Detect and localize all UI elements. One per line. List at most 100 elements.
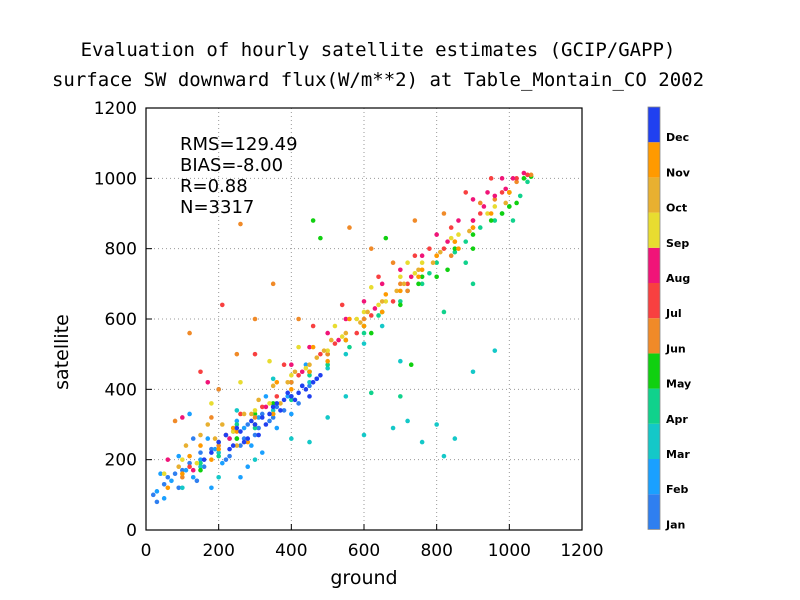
data-point bbox=[452, 239, 458, 244]
data-point bbox=[343, 337, 349, 343]
data-point bbox=[339, 302, 345, 308]
data-point bbox=[361, 323, 367, 329]
data-point bbox=[270, 408, 276, 413]
data-point bbox=[274, 380, 280, 385]
data-point bbox=[379, 323, 385, 329]
data-point bbox=[198, 450, 203, 455]
data-point bbox=[289, 362, 294, 368]
data-point bbox=[259, 450, 265, 455]
data-point bbox=[310, 218, 316, 223]
data-point bbox=[456, 218, 461, 223]
data-point bbox=[205, 380, 211, 385]
data-point bbox=[263, 394, 269, 399]
data-point bbox=[398, 358, 403, 364]
data-point bbox=[198, 460, 203, 466]
data-point bbox=[398, 281, 403, 287]
data-point bbox=[419, 267, 425, 273]
data-point bbox=[528, 172, 534, 178]
data-point bbox=[485, 211, 490, 216]
data-point bbox=[452, 249, 458, 255]
data-point bbox=[198, 457, 203, 462]
colorbar-label: Sep bbox=[666, 237, 689, 250]
data-point bbox=[441, 453, 447, 459]
data-point bbox=[201, 457, 207, 462]
data-point bbox=[441, 211, 447, 216]
data-point bbox=[223, 457, 229, 462]
data-point bbox=[492, 348, 498, 353]
data-point bbox=[419, 253, 425, 258]
data-point bbox=[434, 253, 439, 258]
data-point bbox=[165, 485, 171, 491]
data-point bbox=[303, 362, 309, 368]
data-point bbox=[416, 281, 421, 287]
data-point bbox=[234, 429, 240, 434]
data-point bbox=[307, 369, 312, 375]
data-point bbox=[238, 474, 243, 480]
data-point bbox=[256, 397, 261, 403]
data-point bbox=[514, 179, 519, 185]
data-point bbox=[470, 369, 476, 375]
data-point bbox=[470, 218, 476, 223]
stat-r: R=0.88 bbox=[180, 176, 248, 197]
colorbar-label: Dec bbox=[666, 131, 689, 144]
stat-rms: RMS=129.49 bbox=[180, 134, 298, 155]
data-point bbox=[507, 204, 512, 209]
y-tick-label: 400 bbox=[105, 380, 137, 400]
data-point bbox=[448, 253, 454, 258]
data-point bbox=[165, 457, 171, 462]
data-point bbox=[343, 330, 349, 336]
data-point bbox=[296, 390, 301, 396]
y-tick-label: 0 bbox=[126, 521, 137, 541]
data-point bbox=[252, 457, 258, 462]
data-point bbox=[220, 302, 225, 308]
data-point bbox=[307, 344, 312, 350]
data-point bbox=[485, 190, 490, 195]
data-point bbox=[158, 471, 163, 477]
data-point bbox=[303, 365, 309, 371]
data-point bbox=[187, 464, 192, 470]
data-point bbox=[289, 372, 294, 378]
colorbar-label: May bbox=[666, 378, 691, 391]
data-point bbox=[270, 401, 276, 406]
data-point bbox=[416, 274, 421, 280]
data-point bbox=[405, 418, 410, 424]
data-point bbox=[245, 436, 251, 441]
data-point bbox=[176, 464, 181, 470]
data-point bbox=[256, 425, 261, 431]
data-point bbox=[183, 467, 189, 473]
data-point bbox=[517, 193, 523, 199]
data-point bbox=[361, 316, 367, 322]
data-point bbox=[376, 274, 381, 280]
data-point bbox=[198, 432, 203, 438]
colorbar-swatch bbox=[648, 107, 660, 143]
data-point bbox=[361, 432, 367, 438]
data-point bbox=[488, 176, 494, 181]
data-point bbox=[245, 422, 251, 427]
data-point bbox=[310, 380, 316, 385]
data-point bbox=[347, 316, 352, 322]
data-point bbox=[343, 394, 349, 399]
data-point bbox=[285, 380, 291, 385]
data-point bbox=[238, 429, 243, 434]
data-point bbox=[416, 267, 421, 273]
data-point bbox=[234, 425, 240, 431]
data-point bbox=[252, 425, 258, 431]
data-point bbox=[187, 330, 192, 336]
data-point bbox=[405, 281, 410, 287]
x-axis-label: ground bbox=[330, 567, 397, 589]
data-point bbox=[405, 288, 410, 294]
data-point bbox=[256, 415, 261, 420]
data-point bbox=[281, 397, 287, 403]
y-axis-label: satellite bbox=[51, 314, 73, 390]
data-point bbox=[445, 267, 450, 273]
data-point bbox=[325, 330, 330, 336]
data-point bbox=[270, 281, 276, 287]
colorbar-label: Feb bbox=[666, 483, 689, 496]
data-point bbox=[299, 369, 305, 375]
data-point bbox=[361, 341, 367, 346]
x-tick-label: 1000 bbox=[488, 541, 531, 561]
data-point bbox=[441, 246, 447, 251]
data-point bbox=[241, 425, 247, 431]
data-point bbox=[209, 450, 214, 455]
data-point bbox=[365, 309, 370, 315]
